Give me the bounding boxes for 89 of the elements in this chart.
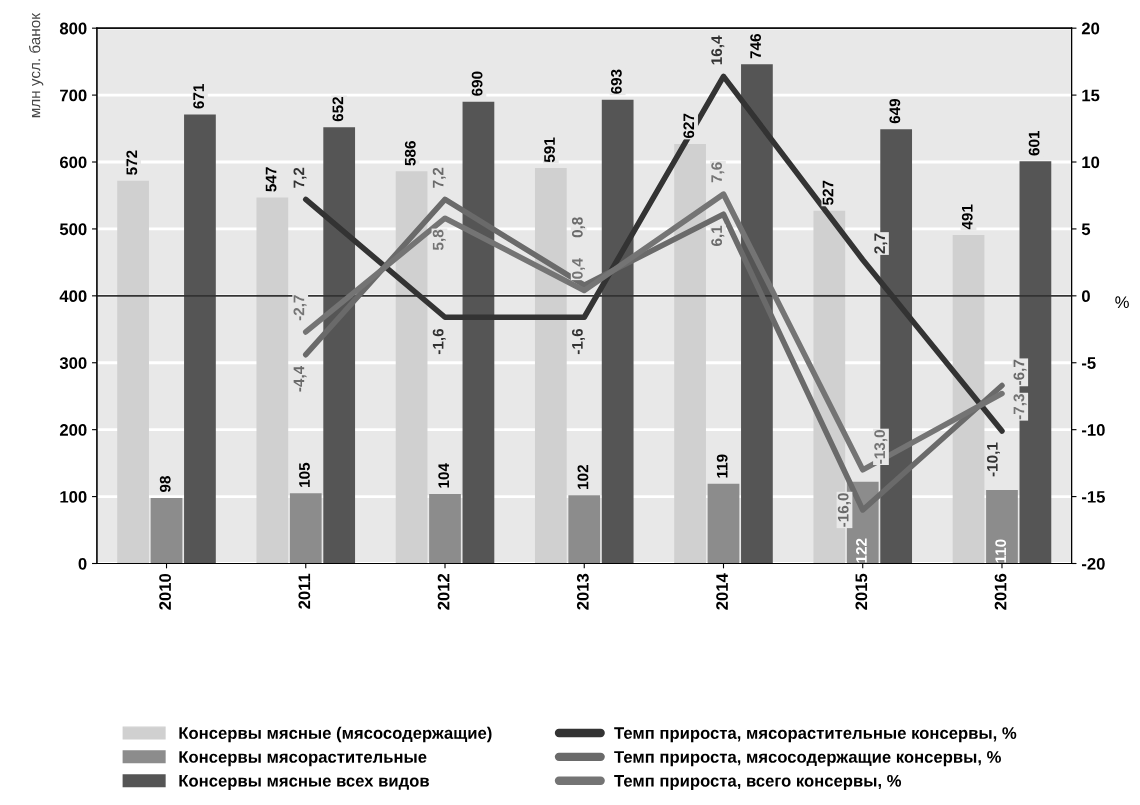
y-tick-label: 800 <box>59 22 87 35</box>
y-tick-label: 400 <box>59 290 87 303</box>
y2-tick-label: 0 <box>1081 290 1090 303</box>
data-label: 119 <box>716 454 728 478</box>
y2-tick-label: 5 <box>1081 223 1091 236</box>
data-label: 98 <box>159 476 171 493</box>
bar <box>117 180 149 564</box>
data-label: -7,3 <box>1013 394 1027 420</box>
x-tick-label: 2014 <box>716 573 728 610</box>
x-tick-label: 2012 <box>437 573 450 610</box>
y2-tick-label: 20 <box>1081 22 1100 35</box>
bar <box>256 197 289 564</box>
bar <box>952 234 985 564</box>
data-label: 105 <box>299 462 310 487</box>
x-tick-label: 2015 <box>855 573 868 610</box>
bar <box>395 171 428 564</box>
y2-tick-label: -10 <box>1081 424 1105 436</box>
data-label: -4,4 <box>293 365 307 392</box>
bar <box>707 483 740 564</box>
data-label: 491 <box>961 204 973 230</box>
data-label: 591 <box>544 137 555 163</box>
data-label: 649 <box>889 98 901 124</box>
y-tick-label: 100 <box>60 490 87 503</box>
y-tick-label: 200 <box>59 424 87 436</box>
data-label: 586 <box>404 141 416 166</box>
legend-label: Темп прироста, всего консервы, % <box>614 774 902 790</box>
y2-axis-title: % <box>1115 296 1129 309</box>
data-label: 547 <box>265 167 277 192</box>
legend-label: Темп прироста, мясосодержащие консервы, % <box>614 751 1001 767</box>
y-tick-label: 0 <box>78 557 87 570</box>
bar <box>150 497 183 564</box>
x-tick-label: 2013 <box>576 573 589 610</box>
y-tick-label: 700 <box>60 89 87 102</box>
bar <box>674 143 706 564</box>
legend-label: Консервы мясные (мясосодержащие) <box>179 726 492 743</box>
bar <box>601 99 634 564</box>
data-label: -10,1 <box>986 442 1000 477</box>
data-label: 693 <box>610 69 622 94</box>
legend-label: Консервы мясорастительные <box>179 751 427 767</box>
data-label: 5,8 <box>432 229 446 251</box>
bar <box>462 101 495 564</box>
data-label: 110 <box>995 539 1007 563</box>
y2-tick-label: 15 <box>1082 89 1100 102</box>
data-label: 627 <box>683 113 695 139</box>
data-label: 671 <box>193 84 205 109</box>
bar <box>323 127 356 564</box>
bar <box>429 493 461 564</box>
data-label: 527 <box>822 180 834 206</box>
data-label: 6,1 <box>711 225 725 246</box>
bar <box>184 114 216 564</box>
data-label: -2,7 <box>293 295 307 321</box>
y-tick-label: 600 <box>59 156 87 169</box>
data-label: 2,7 <box>874 233 888 254</box>
bar <box>534 168 567 564</box>
x-tick-label: 2010 <box>159 573 171 610</box>
data-label: 122 <box>856 538 867 563</box>
data-label: -13,0 <box>874 430 888 464</box>
y2-tick-label: -20 <box>1081 557 1105 570</box>
x-tick-label: 2016 <box>994 573 1007 610</box>
data-label: 572 <box>126 150 138 175</box>
data-label: 102 <box>577 465 589 489</box>
data-label: -1,6 <box>571 328 586 355</box>
bar <box>289 493 322 564</box>
y2-tick-label: -5 <box>1081 357 1096 369</box>
y-tick-label: 500 <box>59 223 87 236</box>
data-label: 652 <box>332 96 344 122</box>
bar <box>986 489 1018 564</box>
data-label: 0,8 <box>571 217 586 238</box>
data-label: -1,6 <box>432 328 446 355</box>
y-tick-label: 300 <box>59 357 87 369</box>
bar <box>741 64 773 564</box>
data-label: 104 <box>438 463 450 488</box>
data-label: 16,4 <box>711 35 725 65</box>
data-label: 690 <box>471 71 483 96</box>
y-axis-title: млн усл. банок <box>28 13 44 118</box>
data-label: 601 <box>1028 130 1040 156</box>
data-label: 7,2 <box>293 167 307 188</box>
legend-label: Консервы мясные всех видов <box>179 775 429 790</box>
data-label: 7,6 <box>711 162 725 183</box>
data-label: 7,2 <box>432 167 446 188</box>
y2-tick-label: 10 <box>1082 156 1100 169</box>
x-tick-label: 2011 <box>298 573 311 609</box>
y2-tick-label: -15 <box>1081 491 1105 503</box>
data-label: -16,0 <box>837 493 851 527</box>
bar <box>568 495 601 564</box>
data-label: 746 <box>750 34 762 59</box>
data-label: -6,7 <box>1013 359 1027 385</box>
data-label: 0,4 <box>571 258 586 279</box>
legend-label: Темп прироста, мясорастительные консервы, % <box>614 727 1017 743</box>
